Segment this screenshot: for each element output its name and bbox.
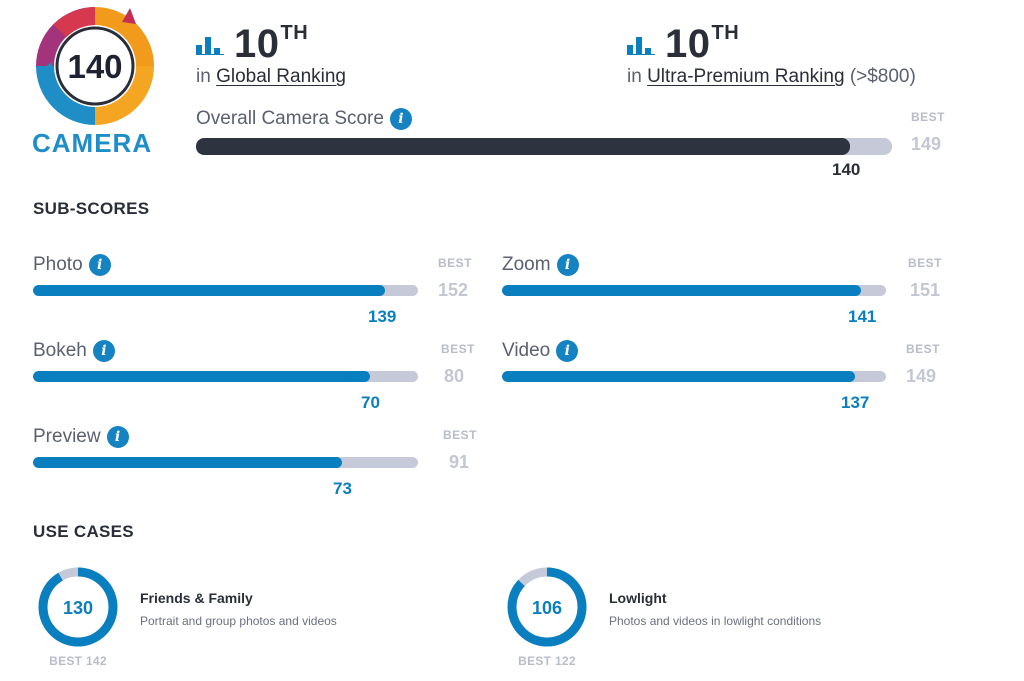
subscore-video-best-label: BEST <box>906 342 941 356</box>
global-ranking-link[interactable]: Global Ranking <box>216 66 346 87</box>
badge-score: 140 <box>67 48 122 85</box>
subscores-title: SUB-SCORES <box>33 199 150 218</box>
info-icon[interactable]: i <box>88 254 111 276</box>
usecase-friends-desc: Portrait and group photos and videos <box>140 614 337 628</box>
subscore-zoom-best-label: BEST <box>908 256 943 270</box>
subscore-preview-label: Preview i <box>33 426 129 448</box>
ultra-rank-number: 10TH <box>665 22 740 66</box>
usecase-friends-best: BEST 142 <box>49 654 107 668</box>
ultra-rank-line: in Ultra-Premium Ranking (>$800) <box>627 66 916 88</box>
bar-chart-icon <box>196 36 224 55</box>
info-icon[interactable]: i <box>389 108 412 130</box>
badge-label: CAMERA <box>32 128 153 158</box>
global-rank: 10TH <box>196 22 308 67</box>
ultra-premium-ranking-link[interactable]: Ultra-Premium Ranking <box>647 66 845 87</box>
ultra-rank-price: (>$800) <box>849 66 916 87</box>
subscore-bokeh-value: 70 <box>361 393 380 412</box>
info-icon[interactable]: i <box>106 426 129 448</box>
ultra-rank: 10TH <box>627 22 739 67</box>
bar-chart-icon <box>627 36 655 55</box>
overall-score-label: Overall Camera Score i <box>196 108 412 130</box>
subscore-video-bar <box>502 371 886 382</box>
camera-score-badge: 140 <box>30 6 160 156</box>
subscore-preview-value: 73 <box>333 479 352 498</box>
overall-score-fill <box>196 138 850 155</box>
usecase-lowlight-best: BEST 122 <box>518 654 576 668</box>
subscore-photo-fill <box>33 285 386 296</box>
badge-ring-icon: 140 <box>36 7 154 125</box>
subscore-photo-value: 139 <box>368 307 397 326</box>
overall-score-value: 140 <box>832 160 861 179</box>
subscore-zoom-bar <box>502 285 886 296</box>
subscore-video-best: 149 <box>906 366 937 386</box>
usecase-friends-score: 130 <box>62 598 94 618</box>
subscore-video-value: 137 <box>841 393 870 412</box>
usecases-title: USE CASES <box>33 522 134 541</box>
usecase-lowlight-ring <box>506 566 588 648</box>
usecase-lowlight-title: Lowlight <box>609 590 667 606</box>
usecase-friends-title: Friends & Family <box>140 590 253 606</box>
subscore-photo-best-label: BEST <box>438 256 473 270</box>
ultra-rank-prefix: in <box>627 66 642 87</box>
info-icon[interactable]: i <box>556 340 579 362</box>
subscore-photo-bar <box>33 285 418 296</box>
subscore-preview-bar <box>33 457 418 468</box>
subscore-bokeh-best-label: BEST <box>441 342 476 356</box>
usecase-lowlight-score: 106 <box>531 598 563 618</box>
info-icon[interactable]: i <box>556 254 579 276</box>
subscore-video-label: Video i <box>502 340 579 362</box>
subscore-video-fill <box>502 371 856 382</box>
subscore-bokeh-bar <box>33 371 418 382</box>
overall-best-value: 149 <box>911 134 942 154</box>
subscore-preview-best-label: BEST <box>443 428 478 442</box>
subscore-preview-best: 91 <box>449 452 470 472</box>
subscore-photo-best: 152 <box>438 280 469 300</box>
overall-score-bar <box>196 138 892 155</box>
subscore-bokeh-best: 80 <box>444 366 465 386</box>
subscore-zoom-fill <box>502 285 861 296</box>
subscore-bokeh-label: Bokeh i <box>33 340 115 362</box>
subscore-zoom-value: 141 <box>848 307 877 326</box>
usecase-lowlight-desc: Photos and videos in lowlight conditions <box>609 614 822 628</box>
subscore-zoom-label: Zoom i <box>502 254 579 276</box>
progress-ring-icon <box>38 567 118 647</box>
subscore-photo-label: Photo i <box>33 254 111 276</box>
overall-best-label: BEST <box>911 110 946 124</box>
info-icon[interactable]: i <box>92 340 115 362</box>
global-rank-line: in Global Ranking <box>196 66 346 88</box>
subscore-bokeh-fill <box>33 371 370 382</box>
global-rank-number: 10TH <box>234 22 309 66</box>
subscore-preview-fill <box>33 457 342 468</box>
global-rank-prefix: in <box>196 66 211 87</box>
subscore-zoom-best: 151 <box>910 280 941 300</box>
progress-ring-icon <box>507 567 587 647</box>
usecase-friends-ring <box>37 566 119 648</box>
